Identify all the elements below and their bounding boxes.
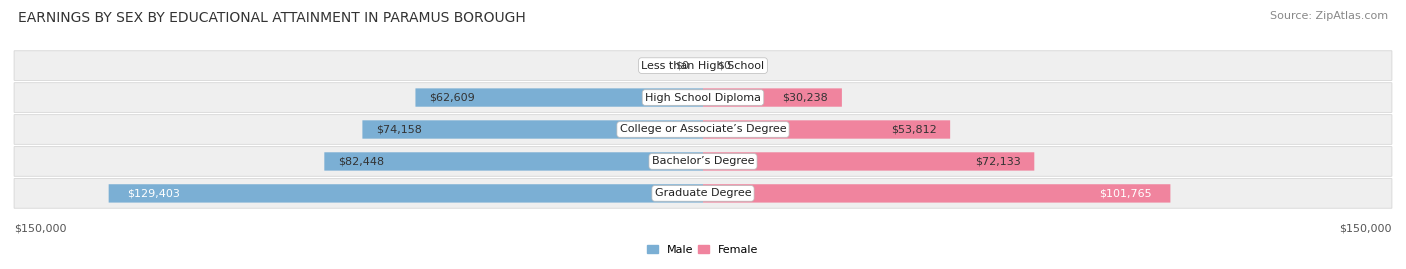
FancyBboxPatch shape [703,184,1170,203]
FancyBboxPatch shape [14,115,1392,144]
Text: $72,133: $72,133 [974,157,1021,167]
Text: $150,000: $150,000 [14,224,66,233]
Text: $30,238: $30,238 [782,93,828,102]
Text: $62,609: $62,609 [429,93,475,102]
Text: College or Associate’s Degree: College or Associate’s Degree [620,125,786,134]
FancyBboxPatch shape [14,147,1392,176]
Text: Graduate Degree: Graduate Degree [655,188,751,199]
FancyBboxPatch shape [703,89,842,107]
Text: $150,000: $150,000 [1340,224,1392,233]
FancyBboxPatch shape [325,152,703,171]
FancyBboxPatch shape [415,89,703,107]
Text: Source: ZipAtlas.com: Source: ZipAtlas.com [1270,11,1388,21]
Text: $0: $0 [717,61,731,70]
Text: EARNINGS BY SEX BY EDUCATIONAL ATTAINMENT IN PARAMUS BOROUGH: EARNINGS BY SEX BY EDUCATIONAL ATTAINMEN… [18,11,526,25]
Legend: Male, Female: Male, Female [643,240,763,260]
Text: $53,812: $53,812 [890,125,936,134]
FancyBboxPatch shape [703,120,950,139]
Text: Bachelor’s Degree: Bachelor’s Degree [652,157,754,167]
Text: $101,765: $101,765 [1099,188,1152,199]
Text: $82,448: $82,448 [337,157,384,167]
FancyBboxPatch shape [703,152,1035,171]
FancyBboxPatch shape [14,51,1392,80]
FancyBboxPatch shape [14,83,1392,112]
FancyBboxPatch shape [363,120,703,139]
Text: $129,403: $129,403 [127,188,180,199]
Text: $0: $0 [675,61,689,70]
Text: Less than High School: Less than High School [641,61,765,70]
FancyBboxPatch shape [108,184,703,203]
Text: $74,158: $74,158 [377,125,422,134]
FancyBboxPatch shape [14,179,1392,208]
Text: High School Diploma: High School Diploma [645,93,761,102]
